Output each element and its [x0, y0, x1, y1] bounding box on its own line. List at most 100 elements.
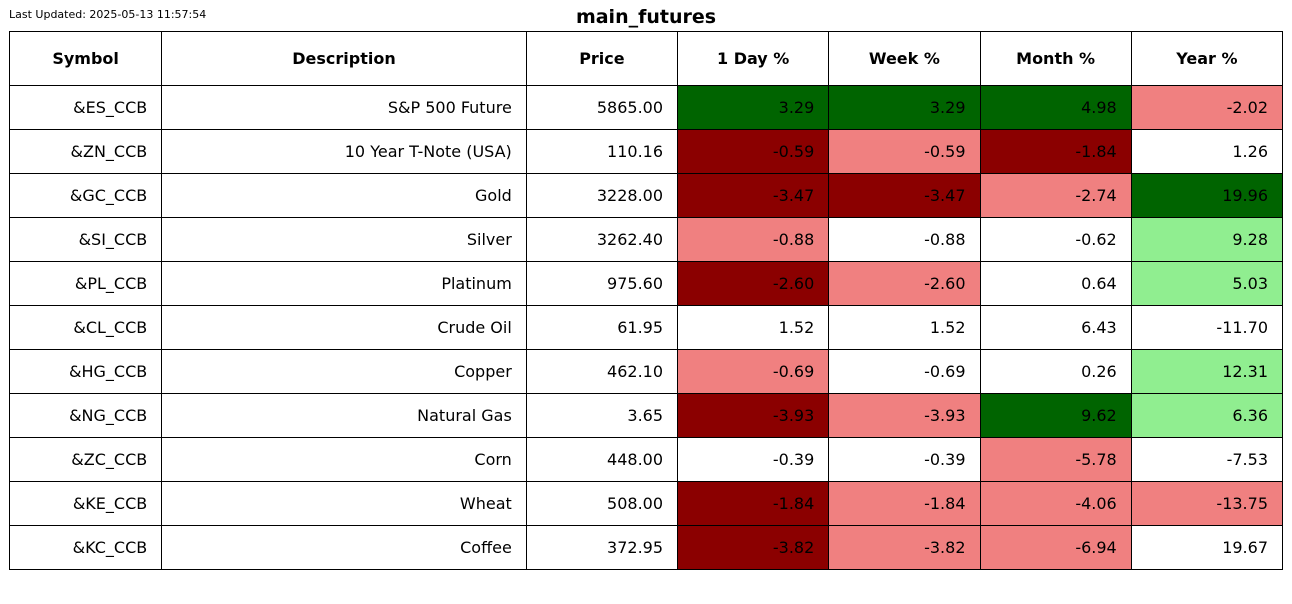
- price-cell: 5865.00: [525, 85, 679, 130]
- table-row: &ZC_CCB Corn 448.00 -0.39 -0.39 -5.78 -7.53: [8, 437, 1284, 482]
- table-row: &CL_CCB Crude Oil 61.95 1.52 1.52 6.43 -11.70: [8, 305, 1284, 350]
- header-row: Symbol Description Price 1 Day % Week % …: [8, 31, 1284, 86]
- description-cell: Copper: [161, 349, 527, 394]
- table-row: &ES_CCB S&P 500 Future 5865.00 3.29 3.29 4.98…: [8, 85, 1284, 130]
- price-cell: 448.00: [525, 437, 679, 482]
- month-pct-cell: -4.06: [979, 481, 1132, 526]
- month-pct-cell: -6.94: [979, 525, 1132, 570]
- day-pct-cell: -0.88: [677, 217, 830, 262]
- price-cell: 61.95: [525, 305, 679, 350]
- table-row: &SI_CCB Silver 3262.40 -0.88 -0.88 -0.62 9.28: [8, 217, 1284, 262]
- year-pct-cell: 6.36: [1130, 393, 1284, 438]
- table-row: &GC_CCB Gold 3228.00 -3.47 -3.47 -2.74 19.96: [8, 173, 1284, 218]
- description-cell: Platinum: [161, 261, 527, 306]
- week-pct-cell: -0.39: [828, 437, 981, 482]
- month-pct-cell: 0.64: [979, 261, 1132, 306]
- table-row: &ZN_CCB 10 Year T-Note (USA) 110.16 -0.59 -0…: [8, 129, 1284, 174]
- description-cell: Coffee: [161, 525, 527, 570]
- day-pct-cell: 1.52: [677, 305, 830, 350]
- week-pct-cell: -2.60: [828, 261, 981, 306]
- year-pct-cell: -11.70: [1130, 305, 1284, 350]
- description-cell: Corn: [161, 437, 527, 482]
- week-pct-cell: 1.52: [828, 305, 981, 350]
- price-cell: 462.10: [525, 349, 679, 394]
- month-pct-cell: -1.84: [979, 129, 1132, 174]
- futures-table: Symbol Description Price 1 Day % Week % …: [8, 31, 1284, 570]
- symbol-cell: &CL_CCB: [8, 305, 163, 350]
- symbol-cell: &SI_CCB: [8, 217, 163, 262]
- price-cell: 508.00: [525, 481, 679, 526]
- symbol-cell: &PL_CCB: [8, 261, 163, 306]
- table-title: main_futures: [575, 6, 717, 28]
- week-pct-cell: -0.88: [828, 217, 981, 262]
- month-pct-cell: 9.62: [979, 393, 1132, 438]
- price-cell: 3262.40: [525, 217, 679, 262]
- table-row: &HG_CCB Copper 462.10 -0.69 -0.69 0.26 12.31: [8, 349, 1284, 394]
- last-updated-timestamp: Last Updated: 2025-05-13 11:57:54: [9, 8, 207, 21]
- week-pct-cell: -3.82: [828, 525, 981, 570]
- description-cell: Wheat: [161, 481, 527, 526]
- description-cell: 10 Year T-Note (USA): [161, 129, 527, 174]
- day-pct-cell: -3.93: [677, 393, 830, 438]
- column-header-week-pct: Week %: [828, 31, 981, 86]
- week-pct-cell: -3.93: [828, 393, 981, 438]
- day-pct-cell: -2.60: [677, 261, 830, 306]
- price-cell: 3228.00: [525, 173, 679, 218]
- day-pct-cell: -0.69: [677, 349, 830, 394]
- symbol-cell: &KE_CCB: [8, 481, 163, 526]
- description-cell: Gold: [161, 173, 527, 218]
- column-header-month-pct: Month %: [979, 31, 1132, 86]
- column-header-description: Description: [161, 31, 527, 86]
- month-pct-cell: -5.78: [979, 437, 1132, 482]
- year-pct-cell: 19.67: [1130, 525, 1284, 570]
- day-pct-cell: -0.59: [677, 129, 830, 174]
- month-pct-cell: 0.26: [979, 349, 1132, 394]
- symbol-cell: &ZC_CCB: [8, 437, 163, 482]
- month-pct-cell: -2.74: [979, 173, 1132, 218]
- symbol-cell: &NG_CCB: [8, 393, 163, 438]
- year-pct-cell: 1.26: [1130, 129, 1284, 174]
- day-pct-cell: 3.29: [677, 85, 830, 130]
- day-pct-cell: -0.39: [677, 437, 830, 482]
- week-pct-cell: 3.29: [828, 85, 981, 130]
- price-cell: 3.65: [525, 393, 679, 438]
- table-row: &PL_CCB Platinum 975.60 -2.60 -2.60 0.64 5.03: [8, 261, 1284, 306]
- symbol-cell: &ES_CCB: [8, 85, 163, 130]
- symbol-cell: &KC_CCB: [8, 525, 163, 570]
- description-cell: Silver: [161, 217, 527, 262]
- column-header-1-day-pct: 1 Day %: [677, 31, 830, 86]
- year-pct-cell: 9.28: [1130, 217, 1284, 262]
- week-pct-cell: -3.47: [828, 173, 981, 218]
- column-header-symbol: Symbol: [8, 31, 163, 86]
- month-pct-cell: 4.98: [979, 85, 1132, 130]
- day-pct-cell: -1.84: [677, 481, 830, 526]
- week-pct-cell: -1.84: [828, 481, 981, 526]
- description-cell: Crude Oil: [161, 305, 527, 350]
- price-cell: 372.95: [525, 525, 679, 570]
- table-row: &NG_CCB Natural Gas 3.65 -3.93 -3.93 9.62 6.36: [8, 393, 1284, 438]
- year-pct-cell: -2.02: [1130, 85, 1284, 130]
- price-cell: 110.16: [525, 129, 679, 174]
- column-header-year-pct: Year %: [1130, 31, 1284, 86]
- day-pct-cell: -3.82: [677, 525, 830, 570]
- month-pct-cell: 6.43: [979, 305, 1132, 350]
- day-pct-cell: -3.47: [677, 173, 830, 218]
- price-cell: 975.60: [525, 261, 679, 306]
- symbol-cell: &GC_CCB: [8, 173, 163, 218]
- table-body: &ES_CCB S&P 500 Future 5865.00 3.29 3.29 4.98…: [8, 85, 1284, 570]
- table-row: &KC_CCB Coffee 372.95 -3.82 -3.82 -6.94 19.67: [8, 525, 1284, 570]
- symbol-cell: &HG_CCB: [8, 349, 163, 394]
- month-pct-cell: -0.62: [979, 217, 1132, 262]
- week-pct-cell: -0.59: [828, 129, 981, 174]
- year-pct-cell: 12.31: [1130, 349, 1284, 394]
- description-cell: S&P 500 Future: [161, 85, 527, 130]
- year-pct-cell: 19.96: [1130, 173, 1284, 218]
- column-header-price: Price: [525, 31, 679, 86]
- week-pct-cell: -0.69: [828, 349, 981, 394]
- symbol-cell: &ZN_CCB: [8, 129, 163, 174]
- year-pct-cell: -13.75: [1130, 481, 1284, 526]
- table-row: &KE_CCB Wheat 508.00 -1.84 -1.84 -4.06 -13.75: [8, 481, 1284, 526]
- year-pct-cell: -7.53: [1130, 437, 1284, 482]
- year-pct-cell: 5.03: [1130, 261, 1284, 306]
- description-cell: Natural Gas: [161, 393, 527, 438]
